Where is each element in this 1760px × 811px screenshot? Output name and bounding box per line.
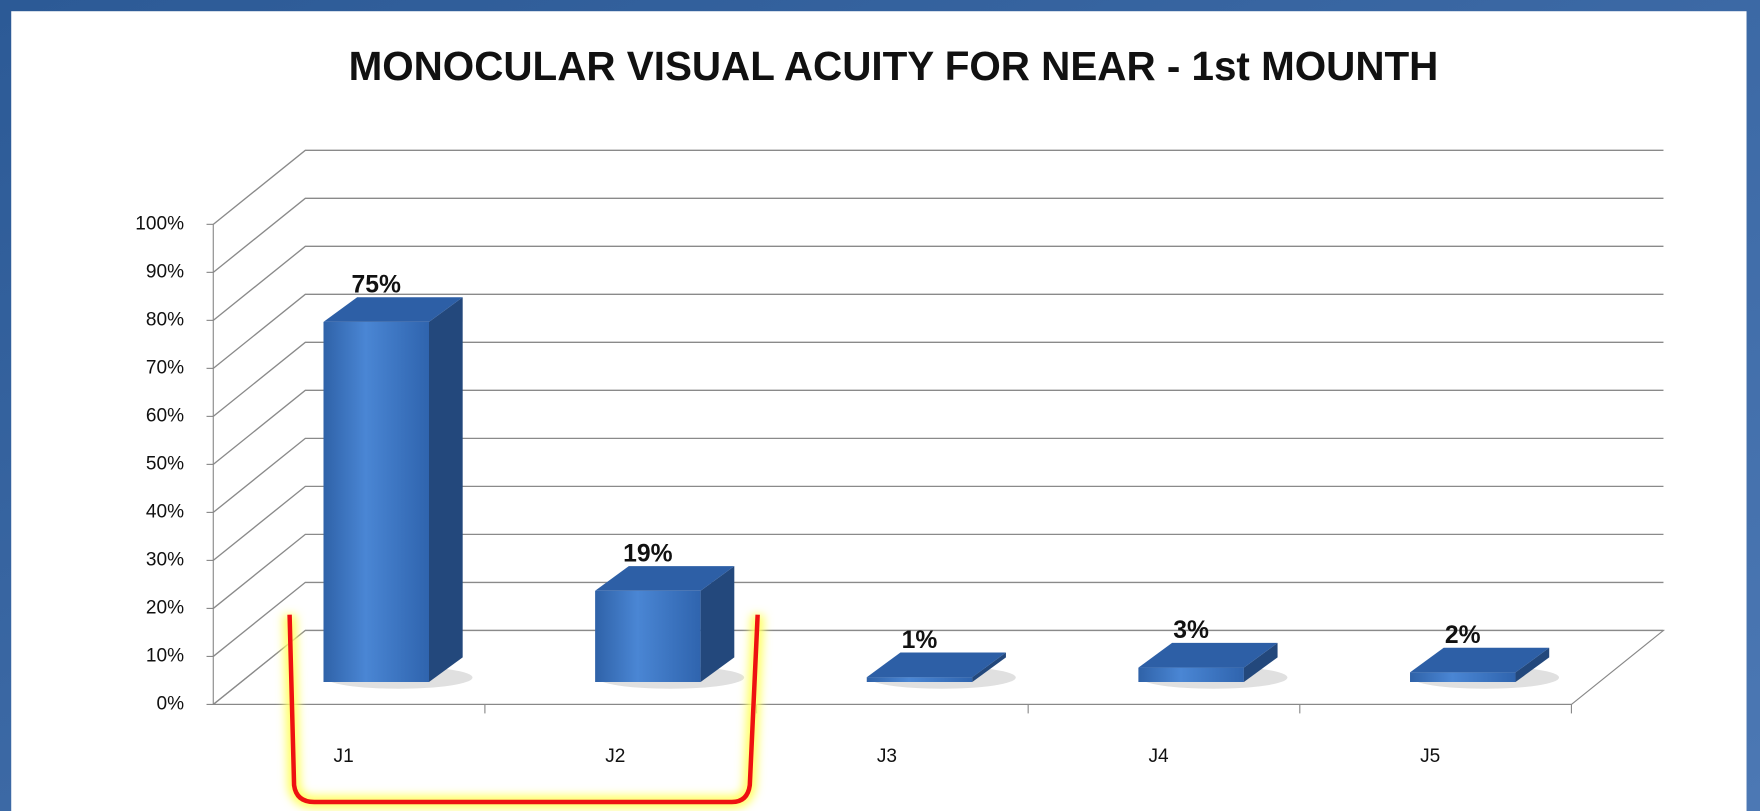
bar-top: [323, 297, 463, 322]
bar-top: [595, 566, 735, 591]
bracket: [287, 614, 760, 805]
plot: 0% 10% 20% 30% 40% 50% 60% 70% 80% 90% 100% J1 75% J2…: [135, 149, 1666, 767]
grid-line: [212, 197, 1664, 273]
grid-line: [212, 581, 1664, 657]
bar-top: [866, 652, 1006, 678]
bar-front: [1410, 672, 1516, 683]
data-label: 1%: [902, 627, 938, 654]
bar-top: [1138, 642, 1278, 668]
bar-side: [1243, 642, 1278, 683]
chart-title: MONOCULAR VISUAL ACUITY FOR NEAR - 1st M…: [349, 43, 1439, 89]
bar: [1138, 642, 1278, 683]
annotation-bracket: [282, 614, 765, 809]
y-tick-label: 90%: [146, 261, 184, 282]
y-tick-label: 30%: [146, 549, 184, 570]
grid-line: [212, 293, 1664, 369]
bar-front: [1138, 667, 1244, 683]
grid-line: [212, 533, 1664, 609]
grid-line: [212, 437, 1664, 513]
y-tick-label: 50%: [146, 453, 184, 474]
y-tick-label: 60%: [146, 405, 184, 426]
bar-front: [866, 677, 973, 683]
y-tick-label: 100%: [135, 213, 184, 234]
grid-line: [212, 149, 1664, 225]
bar-side: [1515, 647, 1550, 683]
bar-front: [323, 321, 429, 683]
x-tick-label: J5: [1420, 746, 1440, 767]
data-label: 2%: [1445, 622, 1481, 649]
bar: [1410, 647, 1550, 683]
bar: [866, 652, 1006, 683]
grid-line: [212, 341, 1664, 417]
bar: [323, 297, 463, 683]
y-tick-label: 70%: [146, 357, 184, 378]
bar: [595, 566, 735, 683]
grid-line: [212, 245, 1664, 321]
bar-side: [972, 652, 1006, 683]
bar-side: [700, 566, 735, 683]
bar-front: [595, 590, 701, 683]
data-label: 3%: [1173, 617, 1209, 644]
x-tick-label: J1: [334, 746, 354, 767]
x-tick-label: J2: [605, 746, 625, 767]
grid-line: [212, 629, 1664, 705]
y-tick-label: 0%: [157, 693, 185, 714]
y-tick-label: 10%: [146, 645, 184, 666]
grid-line: [212, 389, 1664, 465]
y-tick-label: 40%: [146, 501, 184, 522]
y-tick-label: 80%: [146, 309, 184, 330]
bar-top: [1410, 647, 1550, 673]
y-tick-label: 20%: [146, 597, 184, 618]
x-tick-label: J4: [1148, 746, 1169, 767]
data-label: 19%: [623, 540, 672, 567]
data-label: 75%: [352, 272, 401, 299]
x-tick-label: J3: [877, 746, 897, 767]
bar-side: [429, 297, 463, 683]
grid-line: [212, 485, 1664, 561]
